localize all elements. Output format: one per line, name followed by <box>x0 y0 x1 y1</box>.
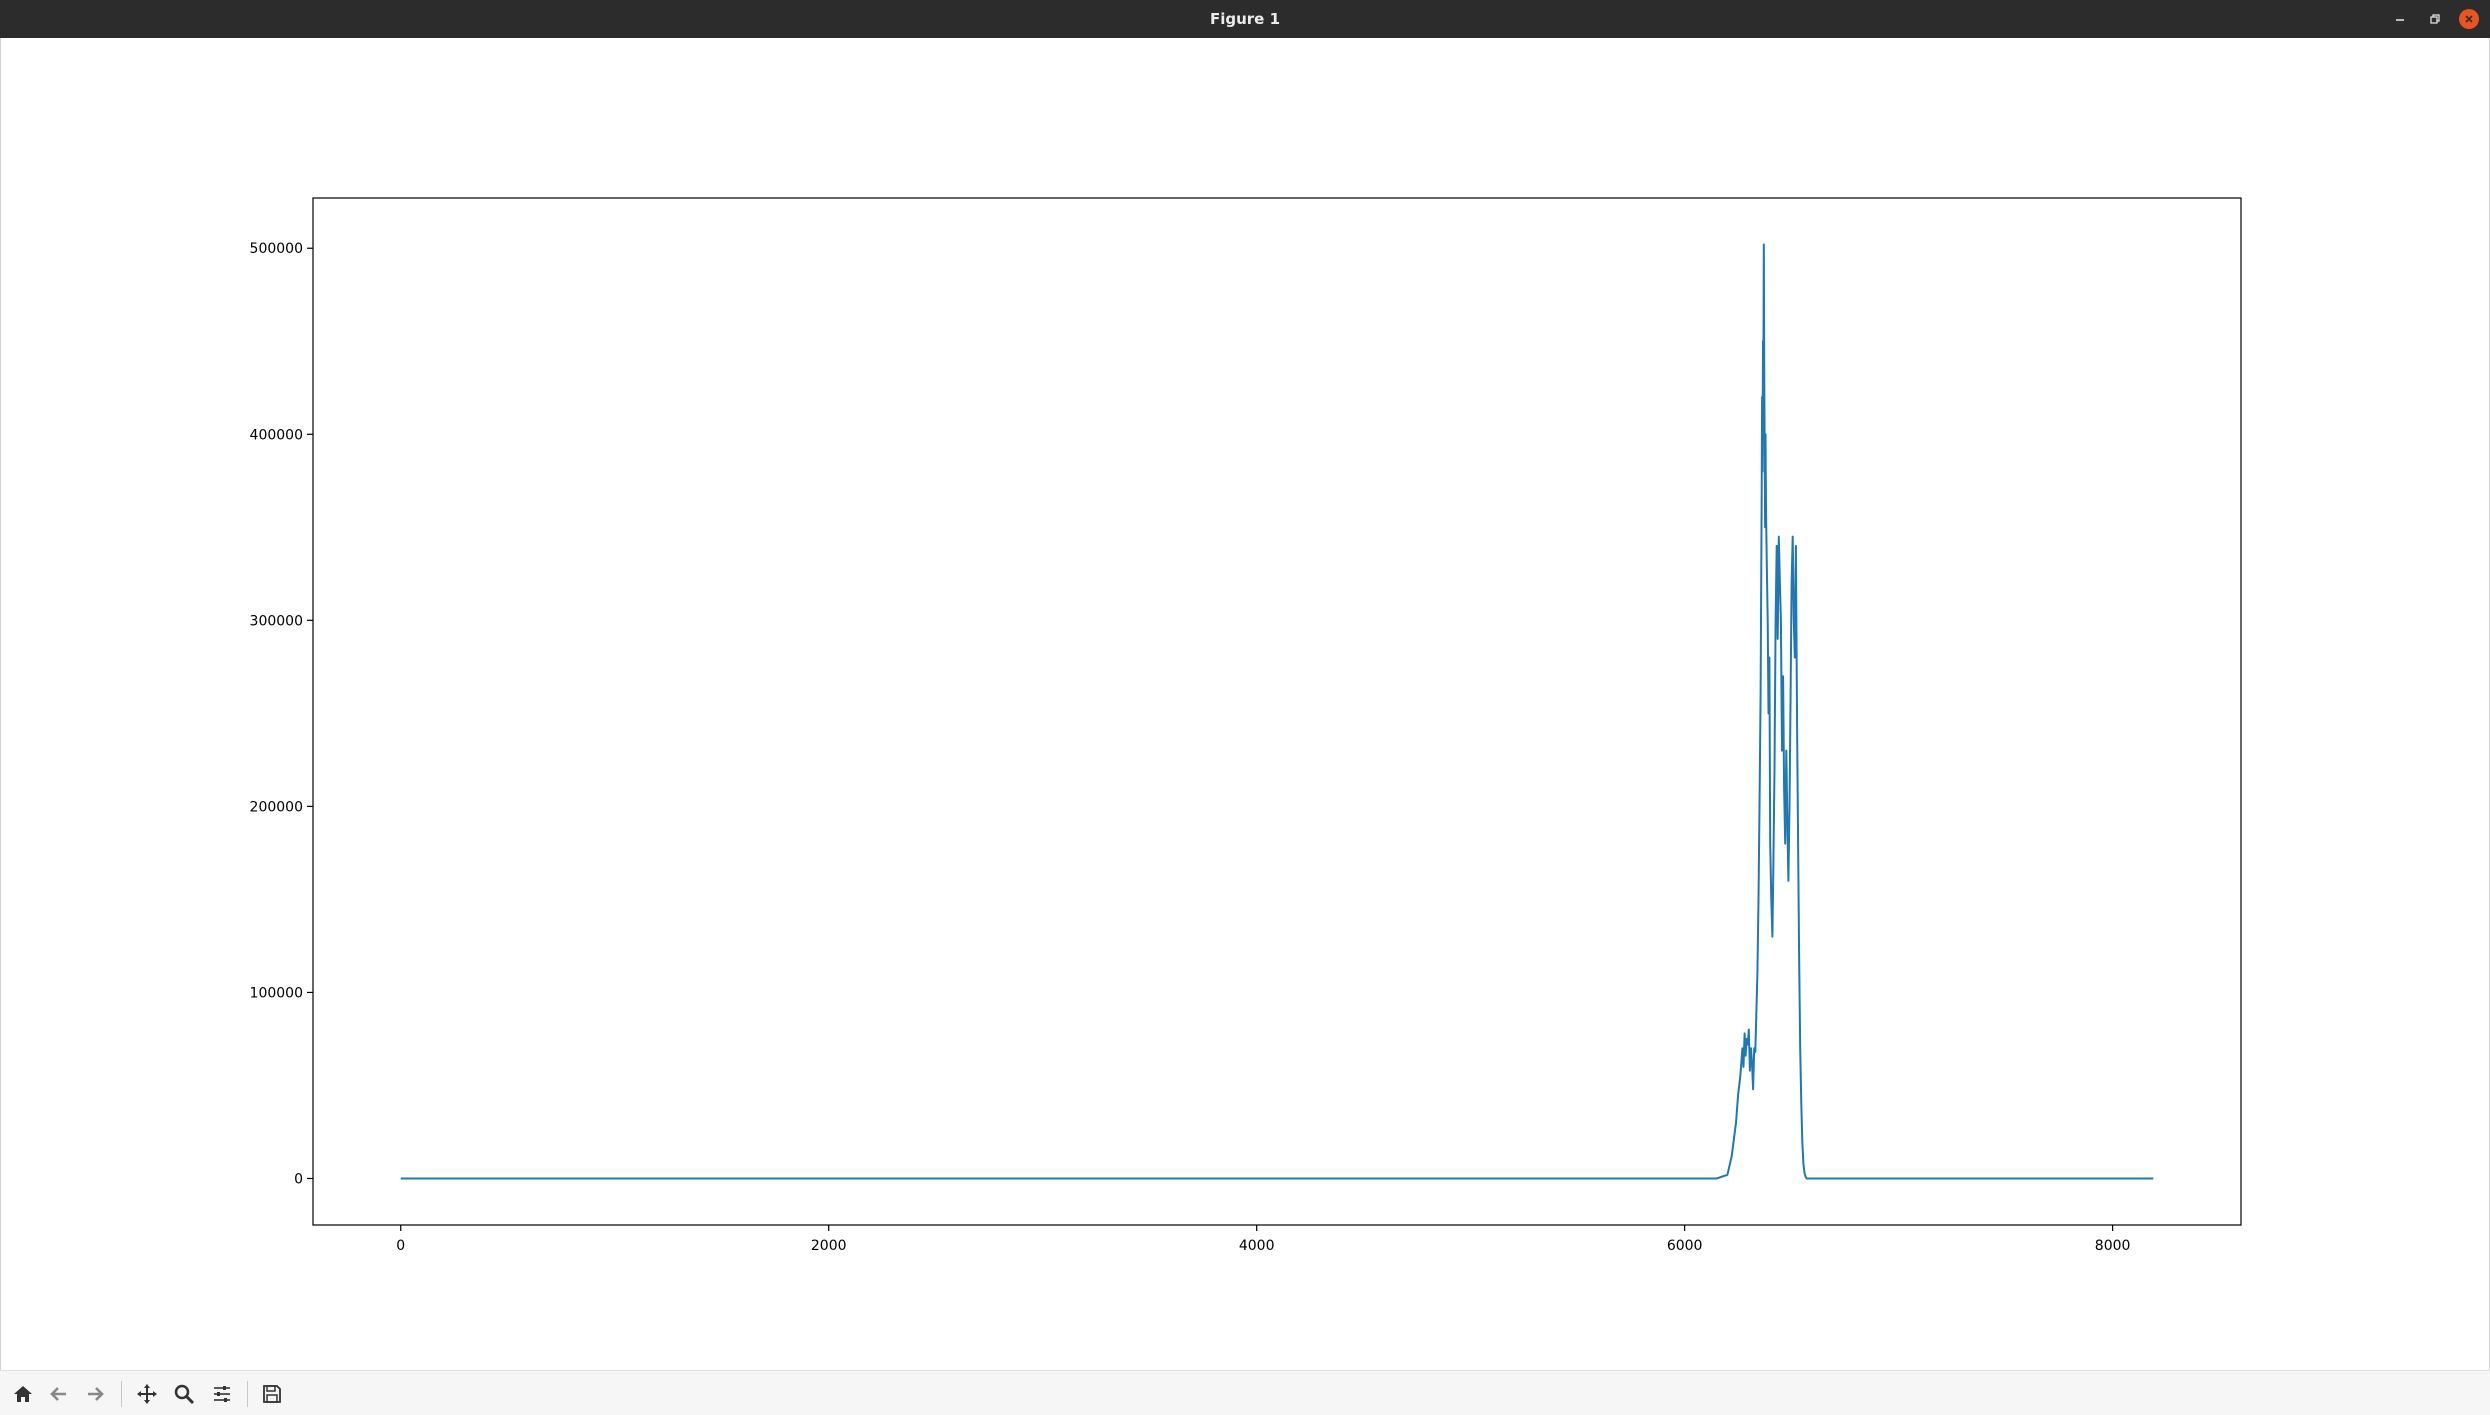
home-icon <box>14 1386 32 1402</box>
back-button[interactable] <box>44 1379 74 1409</box>
close-button[interactable] <box>2459 9 2479 29</box>
back-arrow-icon <box>50 1387 66 1401</box>
x-tick-label: 2000 <box>811 1238 847 1254</box>
navigation-toolbar <box>0 1370 2490 1415</box>
toolbar-separator <box>247 1381 248 1407</box>
y-tick-label: 100000 <box>250 985 303 1001</box>
y-tick-label: 500000 <box>250 241 303 257</box>
y-tick-label: 400000 <box>250 427 303 443</box>
x-axis-ticks: 0 2000 4000 6000 8000 <box>396 1225 2130 1254</box>
x-tick-label: 6000 <box>1667 1238 1703 1254</box>
configure-subplots-button[interactable] <box>207 1379 237 1409</box>
restore-icon <box>2430 14 2440 24</box>
figure-canvas[interactable]: 0 2000 4000 6000 8000 0 100000 200000 300000 400… <box>0 38 2490 1370</box>
window-titlebar: Figure 1 <box>0 0 2490 38</box>
close-icon <box>2465 15 2473 23</box>
home-button[interactable] <box>8 1379 38 1409</box>
y-axis-ticks: 0 100000 200000 300000 400000 500000 <box>250 241 313 1187</box>
save-button[interactable] <box>257 1379 287 1409</box>
restore-button[interactable] <box>2425 9 2445 29</box>
plot-content <box>400 243 2154 1180</box>
toolbar-separator <box>121 1381 122 1407</box>
minimize-button[interactable] <box>2390 9 2410 29</box>
axes-frame <box>312 197 2242 1226</box>
y-tick-label: 200000 <box>250 799 303 815</box>
y-tick-label: 300000 <box>250 613 303 629</box>
forward-arrow-icon <box>88 1387 104 1401</box>
x-tick-label: 8000 <box>2095 1238 2131 1254</box>
save-floppy-icon <box>263 1385 281 1403</box>
pan-button[interactable] <box>132 1379 162 1409</box>
y-tick-label: 0 <box>294 1171 303 1187</box>
forward-button[interactable] <box>80 1379 110 1409</box>
x-tick-label: 4000 <box>1239 1238 1275 1254</box>
series-line-0 <box>400 243 2154 1180</box>
zoom-magnifier-icon <box>174 1384 195 1405</box>
line-chart: 0 2000 4000 6000 8000 0 100000 200000 300000 400… <box>250 197 2242 1254</box>
pan-move-icon <box>137 1384 157 1404</box>
zoom-button[interactable] <box>169 1379 199 1409</box>
x-tick-label: 0 <box>396 1238 405 1254</box>
window-title: Figure 1 <box>1209 10 1281 28</box>
configure-subplots-icon <box>214 1386 230 1402</box>
minimize-icon <box>2396 19 2404 21</box>
